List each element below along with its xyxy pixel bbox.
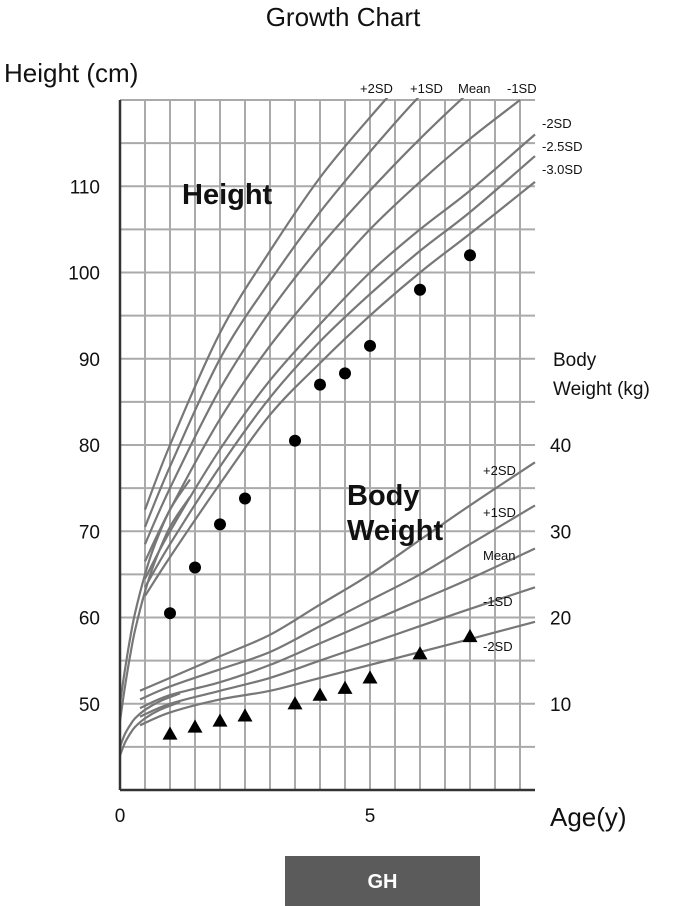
chart-grid xyxy=(120,99,535,790)
height-tick-label: 100 xyxy=(68,264,100,285)
height-tick-label: 90 xyxy=(79,350,100,371)
weight-point xyxy=(162,726,178,740)
weight-point xyxy=(337,680,353,694)
height-point xyxy=(189,561,201,574)
height-sd-curve xyxy=(143,98,465,545)
weight-point xyxy=(287,696,303,710)
weight-point xyxy=(312,687,328,701)
age-tick-label: 0 xyxy=(115,806,126,827)
height-point xyxy=(464,249,476,262)
height-sd-label-plus1: +1SD xyxy=(410,81,443,96)
weight-sd-label-plus2: +2SD xyxy=(483,463,516,478)
height-sd-curve xyxy=(143,98,389,511)
height-point xyxy=(164,607,176,620)
height-sd-label-minus2: -2SD xyxy=(542,116,572,131)
height-sd-label-minus2-5: -2.5SD xyxy=(542,139,582,154)
weight-point xyxy=(187,719,203,733)
height-sd-label-minus3: -3.0SD xyxy=(542,162,582,177)
weight-section-label-line2: Weight xyxy=(347,515,443,547)
height-point xyxy=(314,378,326,391)
height-point xyxy=(239,492,251,505)
weight-point xyxy=(212,713,228,727)
age-tick-label: 5 xyxy=(365,806,376,827)
weight-sd-curve xyxy=(139,547,536,710)
height-infant-curve xyxy=(120,478,191,704)
weight-sd-label-minus2: -2SD xyxy=(483,639,513,654)
group-label-text: GH xyxy=(368,871,398,893)
chart-title: Growth Chart xyxy=(266,2,421,32)
weight-sd-label-minus1: -1SD xyxy=(483,594,513,609)
height-section-label: Height xyxy=(182,179,273,211)
height-infant-curve xyxy=(120,496,191,722)
height-sd-label-plus2: +2SD xyxy=(360,81,393,96)
weight-tick-label: 30 xyxy=(550,522,571,543)
height-axis-label: Height (cm) xyxy=(4,58,138,88)
height-point xyxy=(289,434,301,447)
sd-labels: +2SD +1SD Mean -1SD -2SD -2.5SD -3.0SD +… xyxy=(360,81,582,654)
weight-sd-curve xyxy=(139,461,536,692)
weight-section-label-line1: Body xyxy=(347,480,420,512)
weight-point xyxy=(362,670,378,684)
height-tick-label: 50 xyxy=(79,695,100,716)
weight-infant-curve xyxy=(120,700,181,756)
weight-infant-curve xyxy=(120,692,181,748)
height-sd-curve xyxy=(144,181,536,597)
weight-sd-curve xyxy=(139,504,536,701)
height-sd-curve xyxy=(144,155,536,588)
sd-curves xyxy=(120,98,536,756)
height-sd-label-mean: Mean xyxy=(458,81,491,96)
weight-tick-label: 10 xyxy=(550,695,571,716)
chart-axes xyxy=(118,100,535,792)
height-point xyxy=(364,339,376,352)
height-sd-curve xyxy=(143,98,420,528)
data-points xyxy=(162,249,478,740)
height-point xyxy=(414,283,426,296)
height-sd-label-minus1: -1SD xyxy=(507,81,537,96)
height-point xyxy=(214,518,226,531)
weight-sd-curve xyxy=(139,620,536,727)
x-axis-label: Age(y) xyxy=(550,802,627,832)
weight-axis-label-line1: Body xyxy=(553,350,597,371)
group-label-box: GH xyxy=(285,856,480,906)
weight-sd-label-plus1: +1SD xyxy=(483,505,516,520)
weight-point xyxy=(412,646,428,660)
height-tick-label: 60 xyxy=(79,609,100,630)
weight-sd-curve xyxy=(139,586,536,718)
weight-axis-label-line2: Weight (kg) xyxy=(553,379,650,400)
weight-tick-label: 40 xyxy=(550,436,571,457)
weight-tick-label: 20 xyxy=(550,609,571,630)
height-tick-label: 110 xyxy=(70,177,100,198)
height-sd-curve xyxy=(144,99,521,562)
tick-labels: 50 60 70 80 90 100 110 10 20 30 40 0 5 xyxy=(68,177,571,827)
height-point xyxy=(339,367,351,380)
height-tick-label: 80 xyxy=(79,436,100,457)
group-label-background xyxy=(285,856,480,906)
height-tick-label: 70 xyxy=(79,522,100,543)
weight-sd-label-mean: Mean xyxy=(483,548,516,563)
weight-point xyxy=(237,708,253,722)
weight-point xyxy=(462,628,478,643)
